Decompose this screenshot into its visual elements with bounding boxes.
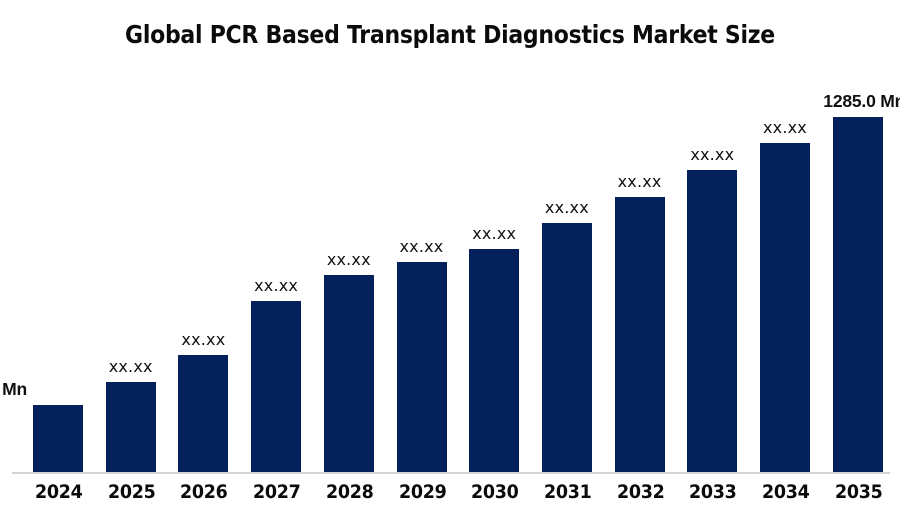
- bar-value-label-2034: xx.xx: [763, 118, 807, 137]
- bar-group: xx.xx: [105, 0, 156, 473]
- tick-label-2028: 2028: [325, 481, 374, 503]
- bar-2024[interactable]: [33, 405, 83, 473]
- bar-group: xx.xx: [541, 0, 592, 473]
- bar-group: xx.xx: [687, 0, 738, 473]
- bar-2028[interactable]: [323, 275, 374, 473]
- tick-label-2035: 2035: [834, 481, 883, 503]
- bar-value-label-2026: xx.xx: [181, 330, 226, 349]
- bar-2035[interactable]: [832, 117, 883, 473]
- bar-2030[interactable]: [469, 249, 520, 473]
- plot-area: 649.5 Mn xx.xx xx.xx xx.xx xx.xx xx.xx xx.xx xx…: [0, 0, 900, 473]
- bar-2032[interactable]: [614, 197, 665, 473]
- chart-title: Global PCR Based Transplant Diagnostics …: [125, 20, 775, 49]
- bar-group: xx.xx: [614, 0, 665, 473]
- tick-label-2025: 2025: [107, 481, 156, 503]
- bar-value-label-2032: xx.xx: [617, 172, 662, 191]
- tick-label-2032: 2032: [616, 481, 665, 503]
- bar-2026[interactable]: [178, 355, 229, 473]
- bar-value-label-2030: xx.xx: [472, 224, 517, 243]
- bar-2031[interactable]: [541, 223, 592, 473]
- bar-value-label-2029: xx.xx: [399, 237, 444, 256]
- bar-group: xx.xx: [760, 0, 810, 473]
- tick-label-2031: 2031: [543, 481, 592, 503]
- bar-group: 1285.0 Mn: [823, 0, 900, 473]
- x-axis-line: [12, 472, 890, 474]
- bar-group: xx.xx: [251, 0, 302, 473]
- bar-2033[interactable]: [687, 170, 738, 473]
- x-axis-tick-labels: 2024 2025 2026 2027 2028 2029 2030 2031 2032 2033…: [0, 481, 900, 511]
- bar-2029[interactable]: [396, 262, 447, 473]
- bar-value-label-2031: xx.xx: [544, 198, 589, 217]
- bar-group: xx.xx: [469, 0, 520, 473]
- bar-value-label-2035: 1285.0 Mn: [823, 90, 900, 111]
- bar-value-label-2033: xx.xx: [690, 145, 735, 164]
- tick-label-2027: 2027: [253, 481, 301, 503]
- bar-value-label-2027: xx.xx: [254, 276, 299, 295]
- tick-label-2033: 2033: [689, 481, 737, 503]
- bar-value-label-2028: xx.xx: [326, 250, 371, 269]
- bar-group: xx.xx: [396, 0, 447, 473]
- tick-label-2029: 2029: [398, 481, 447, 503]
- tick-label-2034: 2034: [762, 481, 810, 503]
- bar-2025[interactable]: [105, 382, 156, 473]
- bar-group: 649.5 Mn: [0, 0, 83, 473]
- bar-2027[interactable]: [251, 301, 302, 473]
- bar-value-label-2025: xx.xx: [108, 357, 153, 376]
- bar-group: xx.xx: [178, 0, 229, 473]
- tick-label-2030: 2030: [471, 481, 519, 503]
- tick-label-2026: 2026: [180, 481, 228, 503]
- tick-label-2024: 2024: [35, 481, 83, 503]
- bar-2034[interactable]: [760, 143, 810, 473]
- bar-value-label-2024: 649.5 Mn: [0, 378, 27, 399]
- bar-group: xx.xx: [323, 0, 374, 473]
